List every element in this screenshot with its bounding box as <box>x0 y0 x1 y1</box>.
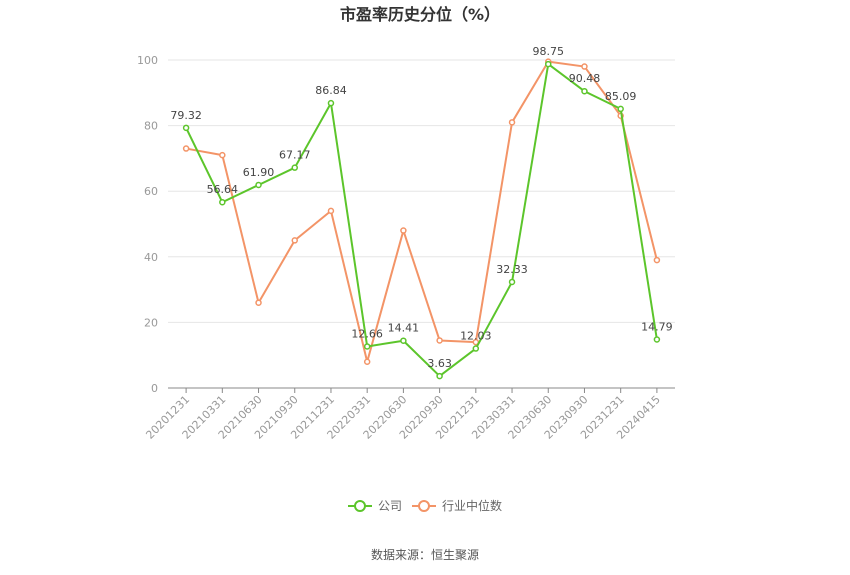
data-label: 79.32 <box>170 109 202 122</box>
legend-item-industry-median[interactable]: 行业中位数 <box>412 498 502 513</box>
legend[interactable]: 公司 行业中位数 <box>348 498 502 513</box>
industry-point <box>508 119 516 126</box>
industry-point <box>400 227 407 234</box>
series-line-industry-median <box>185 60 658 363</box>
company-point <box>617 105 624 113</box>
company-point <box>327 99 335 107</box>
y-tick-label: 0 <box>151 382 158 395</box>
industry-point <box>182 145 190 152</box>
industry-point <box>363 358 371 366</box>
industry-point <box>653 256 661 264</box>
data-label: 85.09 <box>605 90 637 103</box>
data-label: 86.84 <box>315 84 347 97</box>
y-tick-label: 60 <box>144 185 158 198</box>
company-point <box>545 60 552 68</box>
y-tick-label: 80 <box>144 120 158 133</box>
company-point <box>363 343 371 350</box>
company-point <box>653 336 661 343</box>
legend-item-company[interactable]: 公司 <box>348 499 402 513</box>
y-tick-label: 100 <box>137 54 158 67</box>
industry-point <box>255 299 262 306</box>
industry-point <box>219 151 226 159</box>
company-point <box>581 87 588 95</box>
data-label: 32.33 <box>496 263 528 276</box>
series-line-company <box>185 63 658 378</box>
data-label: 12.66 <box>351 327 383 340</box>
grid <box>168 59 675 323</box>
company-point <box>472 345 480 352</box>
y-tick-label: 40 <box>144 251 158 264</box>
company-point <box>219 198 226 206</box>
industry-point <box>291 237 298 244</box>
company-point <box>508 278 516 286</box>
series-layer <box>182 58 661 380</box>
data-label: 90.48 <box>569 72 601 85</box>
industry-point <box>436 337 443 344</box>
data-label: 98.75 <box>533 45 565 58</box>
data-label: 61.90 <box>243 166 275 179</box>
data-label: 67.17 <box>279 149 311 162</box>
company-point <box>400 337 407 344</box>
company-point <box>182 124 190 132</box>
data-label: 56.64 <box>207 183 239 196</box>
company-point <box>255 181 262 189</box>
data-labels: 79.32 56.64 61.90 67.17 86.84 12.66 14.41 3.63 1… <box>170 45 672 370</box>
chart-title: 市盈率历史分位（%） <box>340 5 500 24</box>
company-point <box>436 372 443 380</box>
industry-point <box>327 207 335 215</box>
industry-point <box>581 63 588 70</box>
legend-label: 公司 <box>378 499 402 513</box>
legend-swatch-marker <box>354 500 366 512</box>
legend-swatch-marker <box>418 500 430 512</box>
company-point <box>291 164 298 171</box>
axes: 0204060801002020123120210331202106302021… <box>137 54 675 442</box>
data-label: 14.79 <box>641 320 673 333</box>
data-label: 3.63 <box>427 357 452 370</box>
legend-label: 行业中位数 <box>442 498 502 513</box>
source-note: 数据来源：恒生聚源 <box>371 547 479 562</box>
data-label: 14.41 <box>388 322 420 335</box>
data-label: 12.03 <box>460 330 492 343</box>
y-tick-label: 20 <box>144 316 158 329</box>
